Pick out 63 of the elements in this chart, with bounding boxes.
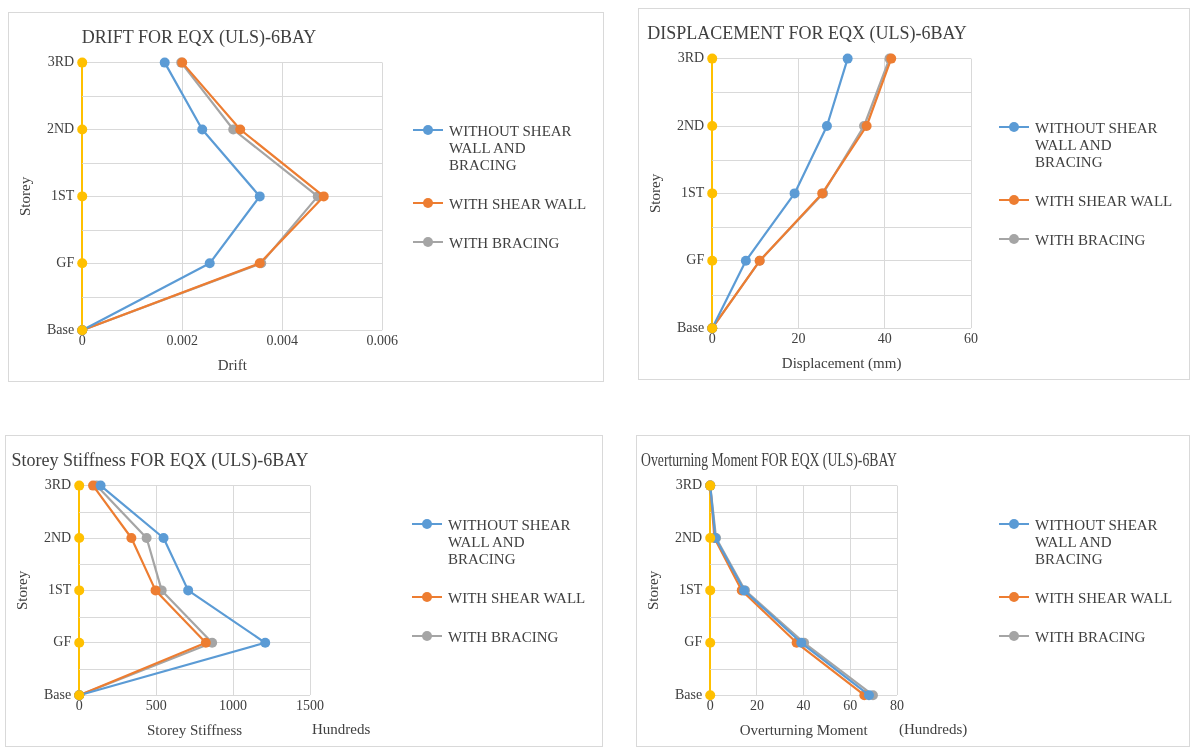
legend-label: WITH SHEAR WALL: [448, 589, 586, 607]
y-tick-label: 1ST: [678, 582, 703, 598]
legend-label: WITH BRACING: [449, 234, 560, 252]
legend-label: WITHOUT SHEAR WALL AND BRACING: [1035, 119, 1159, 171]
y-axis-title: Storey: [646, 173, 663, 213]
text: Hundreds: [312, 721, 371, 738]
x-tick-label: 60: [964, 331, 978, 347]
legend-label: WITH BRACING: [448, 628, 559, 646]
y-tick-label: GF: [684, 634, 703, 650]
x-tick-label: 80: [890, 698, 904, 714]
y-tick-label: 2ND: [676, 117, 705, 133]
x-tick-label: 0: [78, 333, 86, 349]
x-tick-label: 1000: [219, 698, 248, 714]
y-tick-label: 3RD: [675, 477, 703, 493]
y-tick-label: 1ST: [50, 188, 75, 204]
legend-label: WITH SHEAR WALL: [449, 195, 587, 213]
x-tick-label: 0: [706, 698, 714, 714]
legend-label: WITH SHEAR WALL: [1035, 589, 1173, 607]
y-tick-label: 2ND: [674, 529, 703, 545]
x-axis-title: Drift: [217, 356, 248, 373]
y-tick-label: 3RD: [677, 50, 705, 66]
y-tick-label: 2ND: [43, 529, 72, 545]
legend-label: WITH BRACING: [1035, 231, 1146, 249]
x-tick-label: 0.002: [166, 333, 198, 349]
y-tick-label: GF: [56, 254, 75, 270]
y-tick-label: 3RD: [44, 477, 72, 493]
x-axis-title: Overturning Moment: [739, 721, 869, 738]
x-tick-label: 500: [145, 698, 167, 714]
x-tick-label: 0: [708, 331, 716, 347]
x-axis-title: Displacement (mm): [781, 354, 902, 372]
x-tick-label: 0.006: [366, 333, 398, 349]
legend-label: WITHOUT SHEAR WALL AND BRACING: [1035, 516, 1159, 568]
y-tick-label: GF: [686, 252, 705, 268]
x-tick-label: 40: [877, 331, 892, 347]
y-axis-title: Storey: [644, 570, 661, 610]
x-tick-label: 20: [791, 331, 806, 347]
y-tick-label: Base: [44, 686, 72, 702]
y-tick-label: 3RD: [47, 54, 75, 70]
legend-label: WITHOUT SHEAR WALL AND BRACING: [449, 122, 573, 174]
y-tick-label: GF: [53, 634, 72, 650]
y-tick-label: Base: [47, 321, 75, 337]
chart-title: DRIFT FOR EQX (ULS)-6BAY: [81, 26, 317, 48]
y-tick-label: 1ST: [47, 582, 72, 598]
y-axis-title: Storey: [16, 176, 33, 216]
y-tick-label: 1ST: [680, 185, 705, 201]
legend-label: WITH BRACING: [1035, 628, 1146, 646]
x-tick-label: 1500: [296, 698, 324, 714]
text: (Hundreds): [899, 721, 968, 739]
legend-label: WITHOUT SHEAR WALL AND BRACING: [448, 516, 572, 568]
chart-title: DISPLACEMENT FOR EQX (ULS)-6BAY: [647, 22, 967, 44]
y-tick-label: 2ND: [46, 121, 75, 137]
legend-label: WITH SHEAR WALL: [1035, 192, 1173, 210]
y-tick-label: Base: [675, 686, 703, 702]
x-tick-label: 0.004: [266, 333, 298, 349]
chart-title: Storey Stiffness FOR EQX (ULS)-6BAY: [11, 449, 309, 471]
y-tick-label: Base: [677, 319, 705, 335]
y-axis-title: Storey: [13, 570, 30, 610]
x-tick-label: 40: [796, 698, 811, 714]
x-axis-title: Storey Stiffness: [147, 721, 243, 738]
x-tick-label: 0: [75, 698, 83, 714]
x-tick-label: 20: [749, 698, 764, 714]
chart-title: Overturning Moment FOR EQX (ULS)-6BAY: [641, 449, 898, 471]
x-tick-label: 60: [843, 698, 858, 714]
